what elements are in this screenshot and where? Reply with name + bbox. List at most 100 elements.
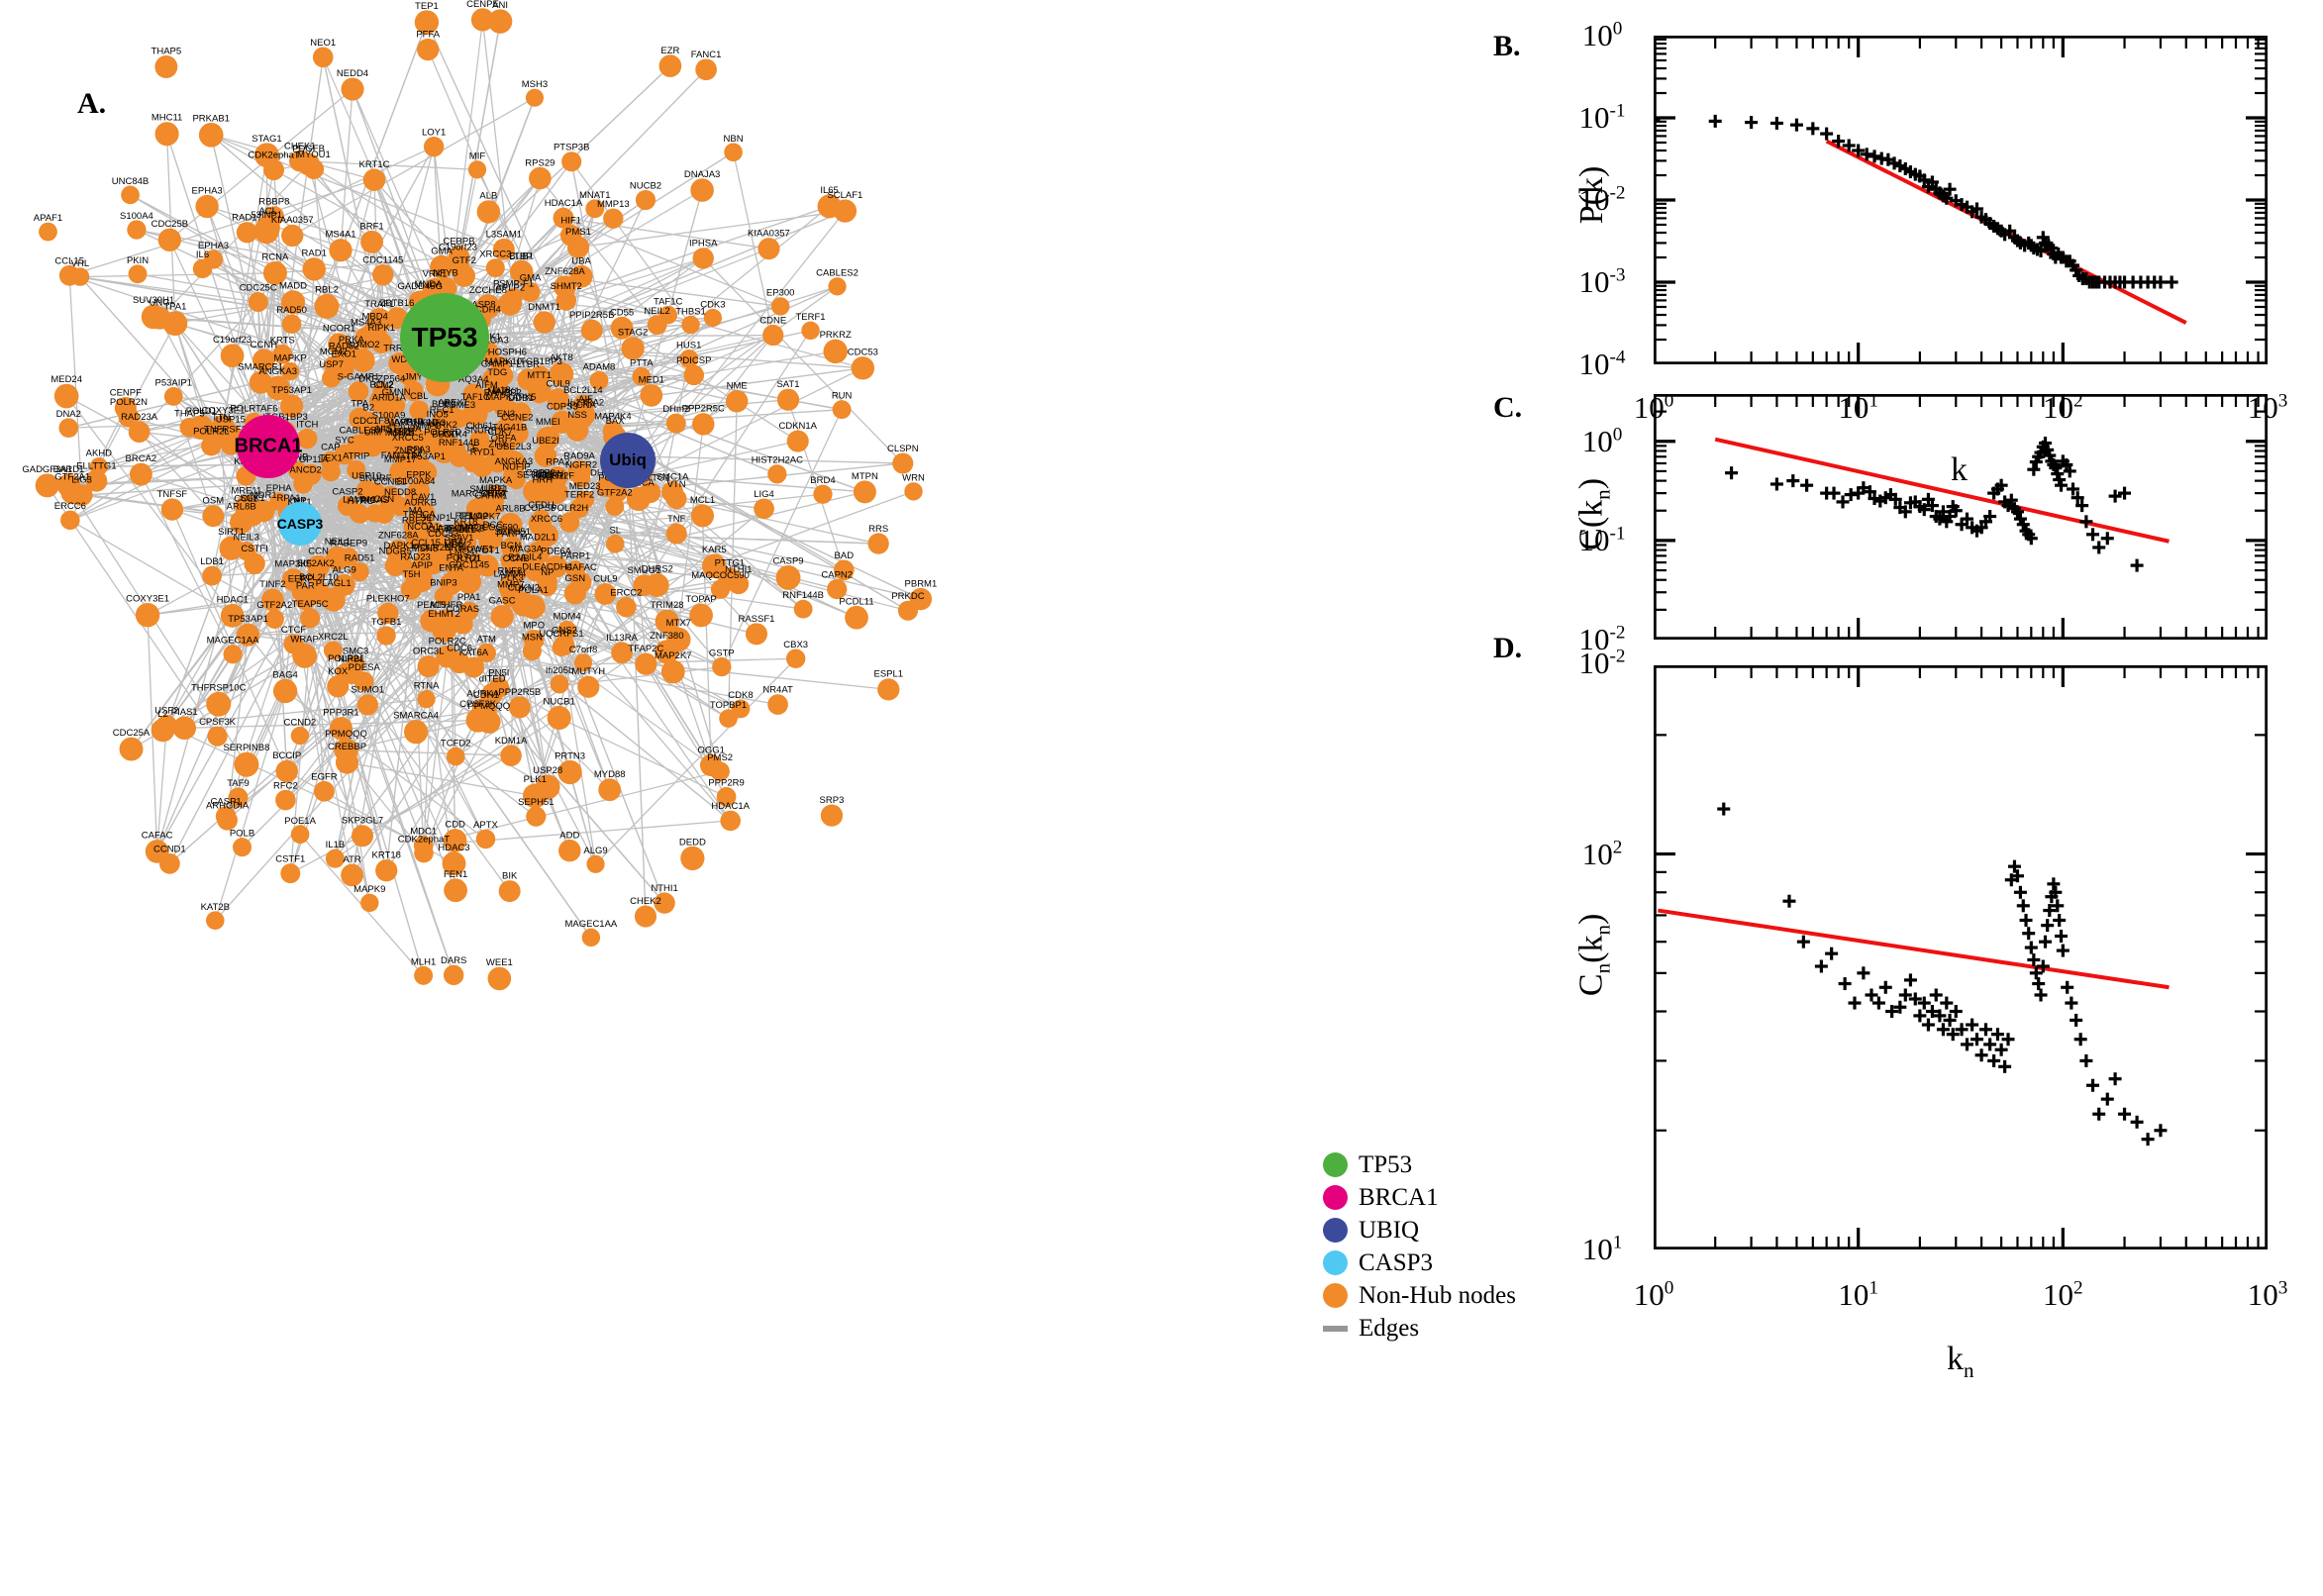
svg-text:PIAS1: PIAS1 bbox=[171, 707, 198, 718]
svg-text:MMP7: MMP7 bbox=[497, 580, 524, 591]
svg-text:NDGR5: NDGR5 bbox=[379, 546, 412, 556]
svg-text:MS4A3: MS4A3 bbox=[351, 318, 381, 329]
svg-text:SEPH51: SEPH51 bbox=[494, 527, 530, 538]
svg-text:WEE1: WEE1 bbox=[486, 957, 513, 968]
svg-text:POLR2H: POLR2H bbox=[551, 503, 588, 514]
svg-text:SYC: SYC bbox=[335, 436, 354, 447]
svg-text:PLEKHO7: PLEKHO7 bbox=[366, 593, 410, 604]
svg-text:OGG1: OGG1 bbox=[697, 745, 724, 755]
svg-text:SAT1: SAT1 bbox=[776, 379, 799, 390]
svg-text:KAT2B: KAT2B bbox=[201, 902, 230, 913]
legend-label: TP53 bbox=[1359, 1150, 1413, 1178]
svg-text:CDC53: CDC53 bbox=[848, 348, 878, 358]
svg-text:RAD17: RAD17 bbox=[232, 213, 262, 224]
svg-text:EN3: EN3 bbox=[497, 409, 515, 420]
svg-text:RFC1: RFC1 bbox=[430, 405, 454, 416]
svg-text:LAMM4: LAMM4 bbox=[343, 494, 375, 505]
svg-text:MSN: MSN bbox=[522, 632, 543, 643]
svg-text:KOX: KOX bbox=[328, 666, 349, 677]
svg-text:GTF2A1: GTF2A1 bbox=[54, 471, 90, 482]
svg-text:UIM: UIM bbox=[364, 428, 382, 439]
neighbor-connectivity-plot[interactable]: 10-2 102 101 100 101 102 103 Cn(kn) kn bbox=[1573, 646, 2288, 1382]
svg-text:ANGKA3: ANGKA3 bbox=[258, 366, 297, 377]
svg-text:DHRS2: DHRS2 bbox=[642, 564, 673, 575]
svg-text:MNAT1: MNAT1 bbox=[579, 190, 611, 201]
svg-text:LTBP: LTBP bbox=[509, 251, 532, 262]
svg-text:PMS2: PMS2 bbox=[707, 752, 733, 763]
svg-text:KAR5: KAR5 bbox=[702, 545, 727, 555]
svg-text:MUTYH: MUTYH bbox=[571, 666, 605, 677]
svg-text:S100A9: S100A9 bbox=[372, 410, 406, 421]
svg-text:TEAP5C: TEAP5C bbox=[292, 599, 329, 610]
clustering-coefficient-plot[interactable]: 100 10-1 10-2 C(kn) bbox=[1573, 394, 2268, 656]
svg-text:UNG: UNG bbox=[150, 297, 170, 308]
svg-text:AURKA: AURKA bbox=[466, 688, 499, 699]
legend-item-edges: Edges bbox=[1323, 1312, 1471, 1345]
panel-c-letter: C. bbox=[1493, 391, 1523, 424]
svg-text:AIF: AIF bbox=[578, 394, 593, 405]
x-axis-label: kn bbox=[1947, 1341, 1974, 1382]
svg-text:CAV1: CAV1 bbox=[411, 492, 435, 503]
svg-text:LOY1: LOY1 bbox=[422, 128, 446, 139]
svg-text:DAPK1: DAPK1 bbox=[384, 541, 415, 551]
svg-text:RAD52: RAD52 bbox=[329, 341, 359, 351]
svg-text:TOP11A: TOP11A bbox=[293, 454, 329, 465]
svg-text:HUWE1: HUWE1 bbox=[459, 544, 493, 554]
svg-text:TEX1: TEX1 bbox=[319, 452, 343, 463]
svg-text:HNF3: HNF3 bbox=[421, 418, 446, 429]
svg-text:MNDA: MNDA bbox=[414, 279, 443, 290]
svg-text:NBN: NBN bbox=[724, 134, 744, 145]
svg-text:EERP: EERP bbox=[288, 574, 314, 585]
svg-text:APAF1: APAF1 bbox=[34, 213, 62, 224]
svg-text:RNF144B: RNF144B bbox=[439, 438, 480, 449]
svg-text:CAFAC: CAFAC bbox=[142, 831, 173, 842]
network-graph[interactable]: ARL8B TAF1C GMA ALG9 MAGEC1AA DHRS2 CDC1145 CPS… bbox=[0, 0, 1465, 1596]
y-ticklabel: 101 bbox=[1581, 1232, 1623, 1266]
svg-text:IPHSA: IPHSA bbox=[689, 239, 718, 249]
svg-text:SGK1: SGK1 bbox=[240, 493, 264, 504]
svg-text:PPMQQQ: PPMQQQ bbox=[467, 701, 510, 712]
svg-text:GMA: GMA bbox=[431, 246, 453, 256]
svg-text:IL4: IL4 bbox=[529, 552, 542, 563]
svg-text:RBBP8: RBBP8 bbox=[258, 197, 289, 208]
svg-text:CARM1: CARM1 bbox=[474, 490, 507, 501]
svg-text:PPP2R9: PPP2R9 bbox=[708, 777, 744, 788]
svg-text:PFFA: PFFA bbox=[416, 29, 440, 40]
svg-text:NP: NP bbox=[293, 495, 306, 506]
svg-text:CCL1: CCL1 bbox=[234, 493, 257, 504]
svg-text:BCCIP: BCCIP bbox=[272, 750, 301, 761]
network-legend: TP53 BRCA1 UBIQ CASP3 Non-Hub nodes Edges bbox=[1323, 1148, 1516, 1345]
svg-text:EP300: EP300 bbox=[766, 288, 795, 299]
svg-text:MMP13: MMP13 bbox=[597, 199, 630, 210]
svg-text:XRCC6: XRCC6 bbox=[531, 514, 562, 525]
svg-text:SIRT1: SIRT1 bbox=[218, 527, 245, 538]
svg-text:THR: THR bbox=[405, 417, 425, 428]
svg-text:MAD2L1: MAD2L1 bbox=[520, 532, 556, 543]
svg-text:PPMQQQ: PPMQQQ bbox=[325, 729, 367, 740]
svg-text:TCFD2: TCFD2 bbox=[441, 738, 471, 748]
svg-text:SSAV1: SSAV1 bbox=[444, 533, 473, 544]
svg-text:JMY: JMY bbox=[404, 371, 424, 382]
svg-text:STAG2: STAG2 bbox=[618, 328, 648, 339]
degree-distribution-plot[interactable]: 100 10-1 10-2 10-3 10-4 100 101 102 103 P(k) k bbox=[1573, 18, 2287, 488]
svg-text:MAPKP: MAPKP bbox=[273, 352, 306, 363]
svg-text:RPA3: RPA3 bbox=[407, 445, 431, 455]
svg-text:CM2: CM2 bbox=[374, 380, 394, 391]
svg-text:MMP2: MMP2 bbox=[414, 421, 441, 432]
legend-item-non-hub-nodes: Non-Hub nodes bbox=[1323, 1279, 1516, 1312]
svg-text:HTRC: HTRC bbox=[348, 496, 374, 507]
svg-text:RAD21: RAD21 bbox=[446, 525, 476, 536]
svg-text:ALB: ALB bbox=[479, 191, 497, 202]
svg-text:BRCA2: BRCA2 bbox=[126, 453, 157, 464]
svg-text:CREBBP: CREBBP bbox=[328, 742, 366, 752]
svg-text:TAF1C: TAF1C bbox=[460, 392, 490, 403]
svg-text:KIAA0357: KIAA0357 bbox=[271, 215, 314, 226]
svg-text:SUMO2: SUMO2 bbox=[347, 340, 380, 350]
svg-text:WRAP: WRAP bbox=[290, 634, 319, 645]
svg-text:COXY3E1: COXY3E1 bbox=[202, 405, 246, 416]
svg-text:L3SAM1: L3SAM1 bbox=[486, 229, 522, 240]
svg-text:PBRM1: PBRM1 bbox=[905, 578, 938, 589]
svg-text:ADAM8: ADAM8 bbox=[583, 361, 616, 372]
svg-text:POLR2N: POLR2N bbox=[414, 543, 452, 553]
svg-text:POLR2L: POLR2L bbox=[193, 427, 229, 438]
